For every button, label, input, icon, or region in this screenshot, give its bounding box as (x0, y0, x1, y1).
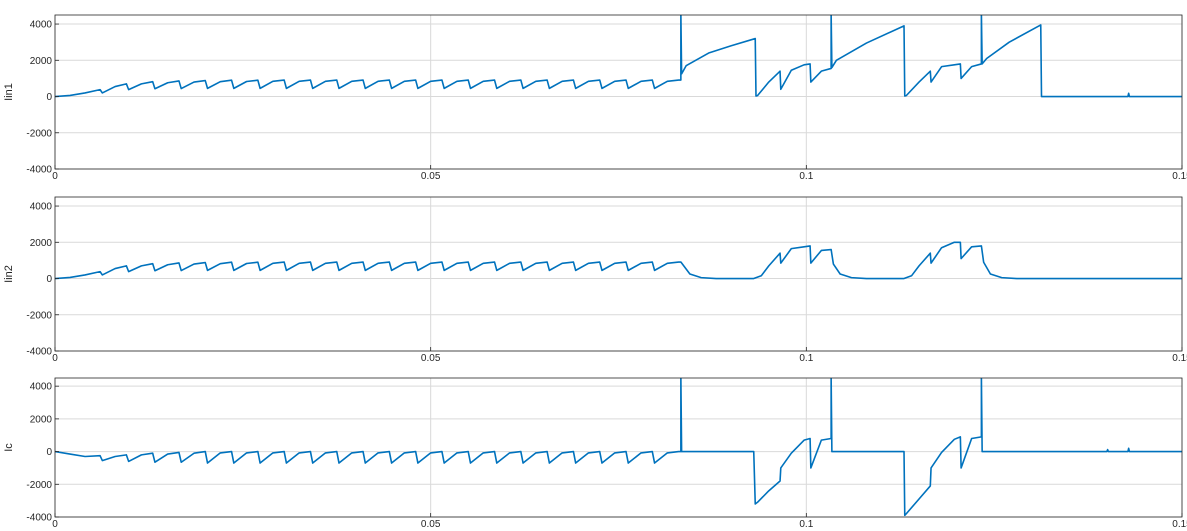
iin1-y-tick-label: 2000 (30, 56, 53, 67)
iin1-axes-box (54, 14, 1183, 170)
ic-x-tick-label: 0.05 (421, 519, 441, 530)
iin2-y-axis-label: Iin2 (3, 265, 15, 283)
iin1-subplot: 0 0.05 0.1 0.15 -4000 -2000 0 2000 4000 Iin1 (3, 14, 1187, 182)
iin2-y-tick-label: -4000 (26, 347, 52, 358)
iin1-y-tick-label: -4000 (26, 165, 52, 176)
iin2-x-tick-label: 0 (52, 353, 58, 364)
iin1-y-tick-label: 4000 (30, 20, 53, 31)
iin1-x-tick-label: 0.15 (1172, 171, 1187, 182)
iin2-y-tick-label: 2000 (30, 238, 53, 249)
ic-x-tick-label: 0.1 (799, 519, 813, 530)
iin1-x-tick-label: 0.1 (799, 171, 813, 182)
ic-y-tick-label: 2000 (30, 414, 53, 425)
iin1-plot-area (55, 15, 1182, 169)
iin2-subplot: 0 0.05 0.1 0.15 -4000 -2000 0 2000 4000 Iin2 (3, 196, 1187, 364)
iin2-plot-area (55, 197, 1182, 351)
iin2-y-tick-label: 0 (46, 274, 52, 285)
iin1-y-tick-label: -2000 (26, 128, 52, 139)
iin2-y-tick-label: 4000 (30, 202, 53, 213)
ic-y-axis-label: Ic (3, 443, 15, 452)
iin2-series-line (55, 241, 1182, 280)
iin2-x-tick-label: 0.05 (421, 353, 441, 364)
iin2-x-tick-label: 0.1 (799, 353, 813, 364)
ic-axes-box (54, 377, 1183, 518)
iin1-x-tick-label: 0 (52, 171, 58, 182)
ic-y-tick-label: -4000 (26, 513, 52, 524)
ic-plot-area (55, 378, 1182, 517)
ic-y-tick-label: 4000 (30, 382, 53, 393)
iin2-y-tick-label: -2000 (26, 310, 52, 321)
ic-y-tick-label: 0 (46, 447, 52, 458)
iin1-x-tick-label: 0.05 (421, 171, 441, 182)
ic-x-tick-label: 0.15 (1172, 519, 1187, 530)
iin2-x-tick-label: 0.15 (1172, 353, 1187, 364)
ic-x-tick-label: 0 (52, 519, 58, 530)
ic-series-line (55, 378, 1182, 517)
iin1-y-tick-label: 0 (46, 92, 52, 103)
ic-subplot: 0 0.05 0.1 0.15 -4000 -2000 0 2000 4000 Ic (3, 377, 1187, 530)
iin2-axes-box (54, 196, 1183, 352)
iin1-series-line (55, 15, 1182, 98)
ic-y-tick-label: -2000 (26, 480, 52, 491)
iin1-y-axis-label: Iin1 (3, 83, 15, 101)
